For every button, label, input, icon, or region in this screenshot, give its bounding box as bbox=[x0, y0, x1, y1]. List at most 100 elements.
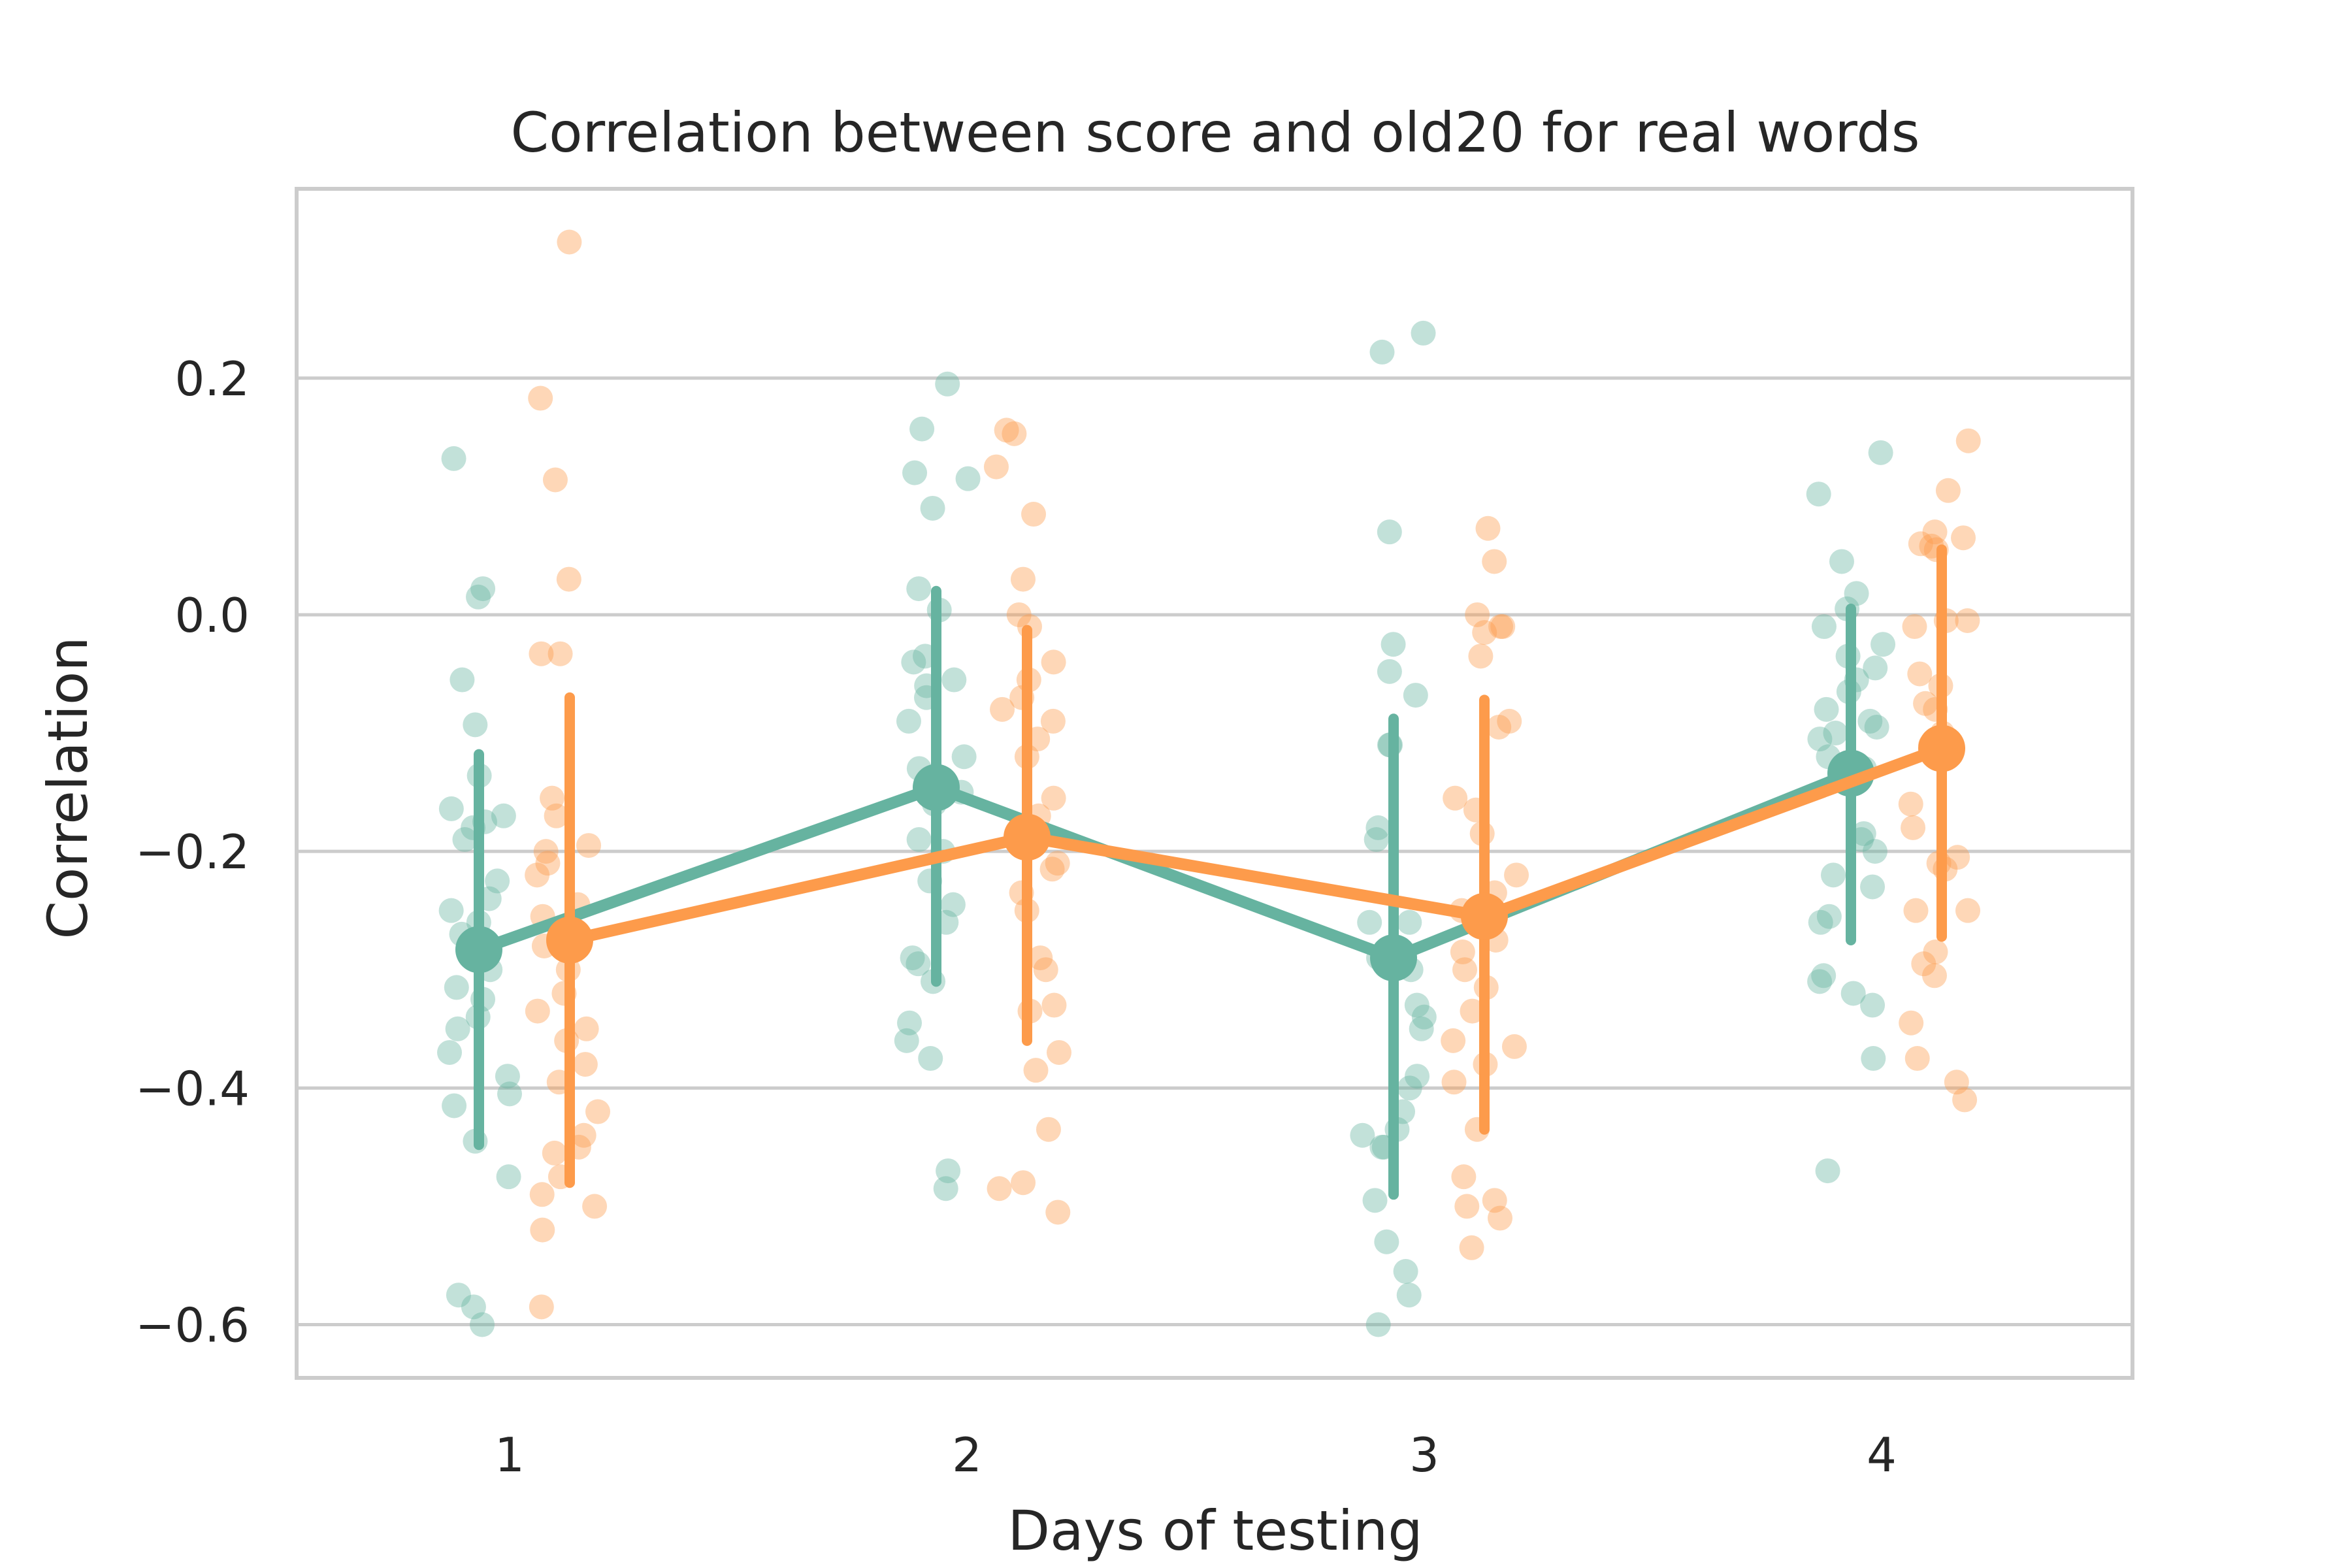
data-point bbox=[918, 1046, 943, 1071]
data-point bbox=[1811, 614, 1837, 640]
data-point bbox=[1365, 1312, 1391, 1337]
data-point bbox=[1868, 440, 1893, 465]
data-point bbox=[525, 998, 550, 1024]
data-point bbox=[897, 1010, 923, 1036]
data-point bbox=[496, 1164, 521, 1190]
data-point bbox=[1857, 708, 1883, 734]
plot-frame bbox=[295, 187, 2134, 1380]
data-point bbox=[438, 898, 464, 923]
data-point bbox=[463, 712, 488, 738]
data-point bbox=[1904, 1046, 1930, 1071]
data-point bbox=[1362, 1188, 1388, 1213]
data-point bbox=[535, 851, 561, 876]
data-point bbox=[1497, 708, 1522, 734]
data-point bbox=[1041, 992, 1067, 1018]
data-point bbox=[1404, 992, 1429, 1018]
data-point bbox=[542, 467, 568, 493]
data-point bbox=[994, 417, 1019, 443]
jittered-points bbox=[437, 229, 1981, 1337]
data-point bbox=[1814, 696, 1839, 722]
data-point bbox=[1955, 608, 1980, 633]
data-point bbox=[1443, 785, 1468, 811]
data-point bbox=[1006, 602, 1032, 627]
tick-labels: 0.2 0.0 −0.2 −0.4 −0.6 1 2 3 4 bbox=[135, 351, 1897, 1482]
data-point bbox=[466, 584, 491, 610]
data-point bbox=[1907, 661, 1933, 687]
x-axis-label: Days of testing bbox=[1007, 1499, 1422, 1563]
data-point bbox=[445, 1016, 470, 1041]
data-point bbox=[1041, 785, 1066, 811]
data-point bbox=[437, 1039, 463, 1065]
mean-marker bbox=[913, 764, 960, 811]
data-point bbox=[955, 466, 981, 491]
data-point bbox=[983, 454, 1009, 480]
y-tick-label: −0.2 bbox=[135, 825, 250, 879]
data-point bbox=[1409, 1016, 1434, 1041]
data-point bbox=[1397, 909, 1422, 935]
data-point bbox=[1365, 815, 1391, 840]
y-axis-label: Correlation bbox=[36, 636, 100, 939]
y-tick-label: 0.0 bbox=[174, 588, 250, 643]
data-point bbox=[1039, 857, 1065, 882]
data-point bbox=[902, 460, 928, 485]
data-point bbox=[1441, 1028, 1466, 1053]
data-point bbox=[1911, 951, 1936, 977]
data-point bbox=[1945, 845, 1970, 870]
data-point bbox=[1951, 525, 1976, 551]
data-point bbox=[1357, 909, 1382, 935]
mean-marker bbox=[1004, 813, 1051, 861]
data-point bbox=[894, 1028, 919, 1053]
series-mean-line bbox=[568, 743, 1944, 946]
data-point bbox=[1851, 821, 1876, 846]
data-point bbox=[1396, 1282, 1422, 1308]
data-point bbox=[1045, 851, 1070, 876]
data-point bbox=[461, 1294, 486, 1320]
data-point bbox=[1922, 963, 1948, 988]
data-point bbox=[1023, 1058, 1049, 1083]
data-point bbox=[582, 1194, 608, 1219]
data-point bbox=[572, 1052, 598, 1077]
data-point bbox=[1944, 1070, 1969, 1095]
data-point bbox=[1504, 862, 1529, 888]
data-point bbox=[935, 371, 960, 397]
data-point bbox=[1807, 727, 1833, 752]
data-point bbox=[1046, 1039, 1071, 1065]
data-point bbox=[1369, 1134, 1395, 1160]
mean-marker bbox=[1918, 725, 1965, 772]
data-point bbox=[1452, 957, 1478, 983]
data-point bbox=[1472, 620, 1497, 645]
y-tick-label: −0.6 bbox=[135, 1298, 250, 1353]
data-point bbox=[495, 1064, 520, 1089]
mean-marker bbox=[1370, 934, 1417, 982]
data-point bbox=[1898, 791, 1923, 817]
data-point bbox=[1465, 602, 1490, 627]
data-point bbox=[576, 833, 602, 858]
x-tick-label: 3 bbox=[1409, 1428, 1439, 1482]
data-point bbox=[1840, 981, 1866, 1006]
data-point bbox=[1482, 1188, 1507, 1213]
data-point bbox=[1411, 320, 1436, 346]
data-point bbox=[1806, 482, 1831, 507]
data-point bbox=[936, 1158, 961, 1184]
data-point bbox=[1369, 339, 1395, 365]
data-point bbox=[530, 1217, 555, 1243]
data-point bbox=[1811, 963, 1837, 988]
data-point bbox=[529, 1294, 554, 1320]
data-point bbox=[1901, 815, 1926, 840]
data-point bbox=[1952, 1087, 1978, 1113]
data-point bbox=[1475, 515, 1501, 541]
data-point bbox=[544, 803, 569, 828]
data-point bbox=[442, 1093, 467, 1119]
data-point bbox=[497, 1081, 522, 1107]
data-point bbox=[1823, 721, 1848, 746]
data-point bbox=[485, 868, 510, 894]
data-point bbox=[987, 1176, 1012, 1201]
data-point bbox=[1451, 1164, 1477, 1190]
data-point bbox=[585, 1099, 611, 1124]
data-point bbox=[571, 1122, 596, 1148]
data-point bbox=[1860, 992, 1886, 1018]
data-point bbox=[1028, 945, 1053, 971]
data-point bbox=[1377, 519, 1402, 545]
mean-marker bbox=[546, 916, 593, 964]
